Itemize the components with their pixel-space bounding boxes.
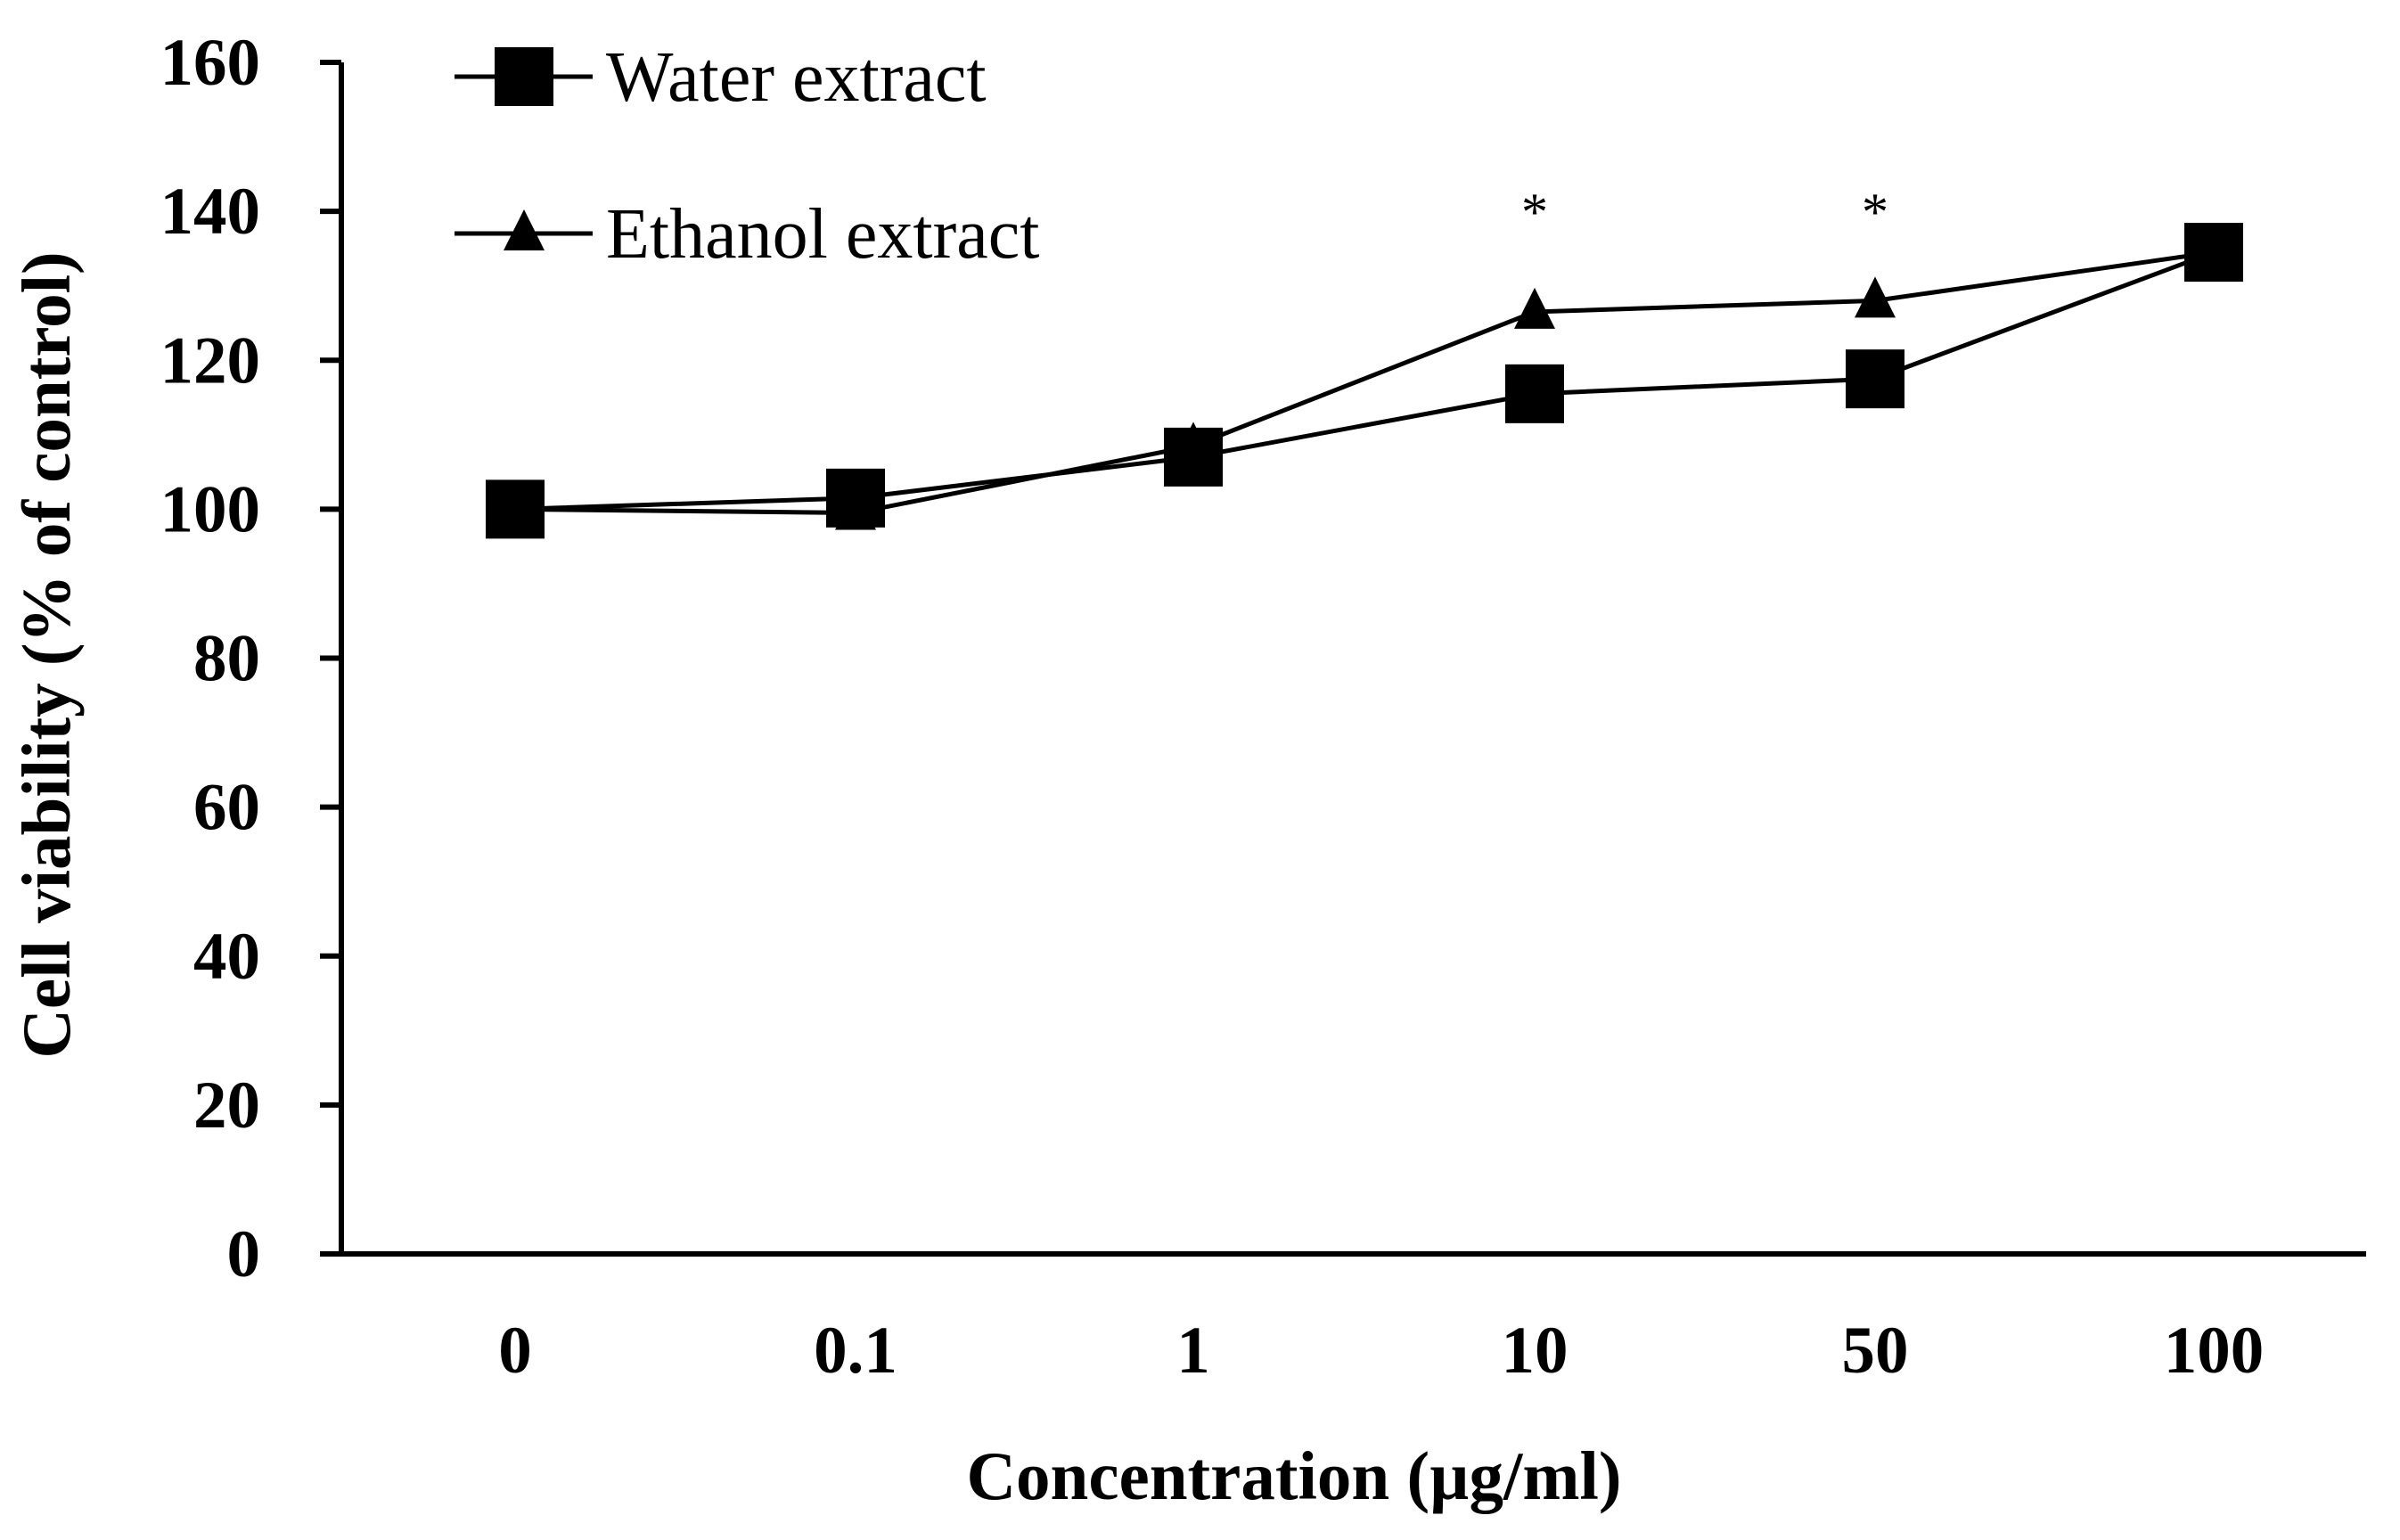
y-tick-label: 160 [160,26,261,100]
series-layer [486,223,2243,539]
legend-label: Water extract [606,38,987,117]
y-tick-label: 0 [227,1217,261,1291]
data-point [1855,276,1896,318]
series-square [486,223,2243,539]
data-point [1846,349,1904,409]
annotations: * * [1521,183,1888,242]
x-tick-label: 100 [2164,1314,2265,1388]
legend-label: Ethanol extract [606,195,1039,274]
legend-item: Water extract [455,38,987,117]
y-tick-label: 20 [193,1069,260,1143]
data-point [2184,223,2243,283]
y-tick-label: 80 [193,622,260,696]
x-axis-title: Concentration (µg/ml) [966,1438,1621,1514]
x-tick-label: 0 [498,1314,532,1388]
legend-marker [504,209,545,250]
data-point [1514,287,1555,329]
y-tick-label: 40 [193,920,260,994]
y-tick-label: 140 [160,175,261,249]
series-line [514,250,2215,516]
y-tick-label: 100 [160,472,261,546]
significance-marker: * [1862,183,1888,242]
legend-marker [495,47,553,106]
x-tick-label: 10 [1502,1314,1569,1388]
x-tick-label: 0.1 [814,1314,897,1388]
data-point [1164,427,1223,487]
x-tick-label: 50 [1842,1314,1909,1388]
legend: Water extract Ethanol extract [455,38,1039,274]
data-point [486,479,545,539]
significance-marker: * [1521,183,1548,242]
x-axis-ticks: 0 0.1 1 10 50 100 [498,1314,2264,1388]
legend-item: Ethanol extract [455,195,1039,274]
data-point [1505,364,1564,423]
data-point [826,468,885,528]
y-axis-ticks: 0 20 40 60 80 100 120 140 160 [160,26,341,1291]
series-line [514,250,2215,512]
y-axis-title: Cell viability (% of control) [8,251,85,1058]
y-tick-label: 120 [160,324,261,397]
y-tick-label: 60 [193,771,260,845]
x-tick-label: 1 [1176,1314,1210,1388]
